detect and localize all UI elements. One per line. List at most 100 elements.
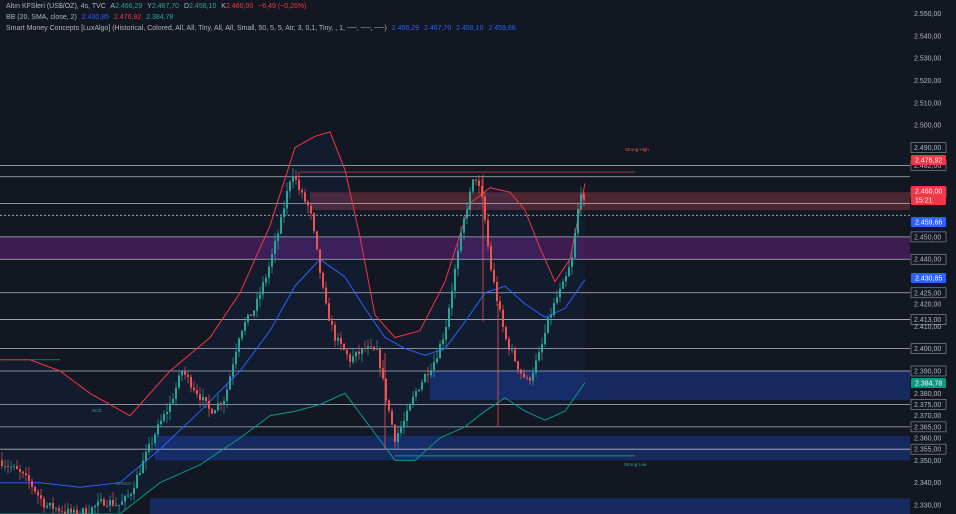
upper-band-badge-bg (911, 155, 946, 165)
candle-body (508, 339, 510, 350)
candle-body (499, 301, 501, 310)
candle-body (55, 508, 57, 510)
candle-body (19, 469, 21, 472)
candle-body (466, 209, 468, 219)
y-tick-label: 2.390,00 (914, 368, 941, 375)
candle-body (370, 346, 372, 348)
smc-value-4: 2.459,66 (488, 25, 516, 32)
candle-body (268, 266, 270, 278)
candle-body (277, 233, 279, 241)
strong-low-label: Strong Low (624, 462, 648, 467)
candle-body (10, 466, 12, 468)
price-axis[interactable]: 2.550,00 2.540,00 2.530,00 2.520,00 2.510,00… (910, 0, 956, 514)
candle-body (205, 397, 207, 402)
candle-body (202, 397, 204, 401)
candle-body (67, 508, 69, 514)
candle-body (448, 308, 450, 327)
candle-body (421, 382, 423, 390)
candle-body (526, 377, 528, 379)
candle-body (193, 387, 195, 391)
candle-body (154, 434, 156, 444)
candle-body (394, 424, 396, 443)
candle-body (262, 282, 264, 295)
candle-body (166, 411, 168, 415)
candle-body (109, 499, 111, 506)
smc-value-3: 2.458,10 (456, 25, 484, 32)
y-tick-label: 2.355,00 (914, 447, 941, 454)
candle-body (1, 460, 3, 467)
candle-body (22, 471, 24, 474)
candle-body (418, 389, 420, 392)
candles (1, 167, 585, 514)
candle-body (472, 179, 474, 192)
bb-lower-line (0, 382, 586, 514)
candle-body (247, 314, 249, 322)
candle-body (106, 505, 108, 507)
candle-body (34, 486, 36, 492)
smc-value-2: 2.467,70 (423, 25, 452, 32)
candle-body (148, 443, 150, 452)
bb-upper-value: 2.476,92 (113, 14, 142, 21)
candle-body (118, 504, 120, 506)
low-value: 2.458,10 (189, 3, 217, 10)
y-tick-label: 2.490,00 (914, 145, 941, 152)
y-tick-label: 2.550,00 (914, 11, 941, 18)
candle-body (409, 404, 411, 411)
candle-body (175, 387, 177, 399)
smc-labels: BOS Strong High Strong Low CHoCH (92, 147, 649, 486)
legend-row-symbol[interactable]: Altın KFSleri (US$/OZ), 4s, TVC A2.466,2… (6, 1, 309, 12)
candle-body (235, 351, 237, 365)
lower-band-badge: 2.384,78 (915, 381, 942, 388)
candle-body (502, 309, 504, 327)
candle-body (76, 509, 78, 514)
price-axis-background (910, 0, 956, 514)
candle-body (355, 351, 357, 357)
candle-body (346, 349, 348, 355)
candle-body (211, 408, 213, 414)
candle-body (433, 362, 435, 371)
candle-body (307, 201, 309, 206)
candle-body (187, 374, 189, 377)
y-tick-label: 2.350,00 (914, 458, 941, 465)
candle-body (283, 208, 285, 217)
candle-body (436, 358, 438, 363)
candle-body (301, 189, 303, 193)
candle-body (64, 511, 66, 514)
candle-body (304, 192, 306, 202)
high-value: 2.467,70 (151, 3, 180, 10)
candle-body (136, 475, 138, 489)
low-label: D (184, 3, 190, 10)
candle-body (61, 511, 63, 512)
candle-body (310, 205, 312, 214)
candle-body (406, 410, 408, 421)
candle-body (16, 466, 18, 470)
candle-body (343, 343, 345, 350)
candle-body (400, 427, 402, 433)
strong-high-label: Strong High (625, 147, 649, 152)
candle-body (100, 499, 102, 502)
y-tick-label: 2.413,00 (914, 317, 941, 324)
candle-body (415, 391, 417, 397)
candle-body (535, 360, 537, 373)
y-tick-box (910, 399, 947, 410)
candle-body (541, 344, 543, 353)
y-tick-label: 2.340,00 (914, 480, 941, 487)
legend-row-smc[interactable]: Smart Money Concepts [LuxAlgo] (Historic… (6, 23, 519, 34)
candle-body (70, 508, 72, 513)
bollinger-band-fill (0, 131, 585, 514)
candle-body (322, 272, 324, 288)
y-tick-box (910, 231, 947, 243)
candle-body (376, 348, 378, 350)
candle-body (373, 347, 375, 350)
candle-body (292, 176, 294, 182)
y-tick-label: 2.440,00 (914, 257, 941, 264)
candle-body (388, 400, 390, 411)
legend-row-bb[interactable]: BB (20, SMA, close, 2) 2.430,85 2.476,92… (6, 12, 176, 23)
smc-badge: 2.459,66 (915, 220, 942, 227)
candle-body (208, 401, 210, 409)
candle-body (229, 376, 231, 390)
candle-body (454, 268, 456, 291)
candle-body (562, 281, 564, 289)
